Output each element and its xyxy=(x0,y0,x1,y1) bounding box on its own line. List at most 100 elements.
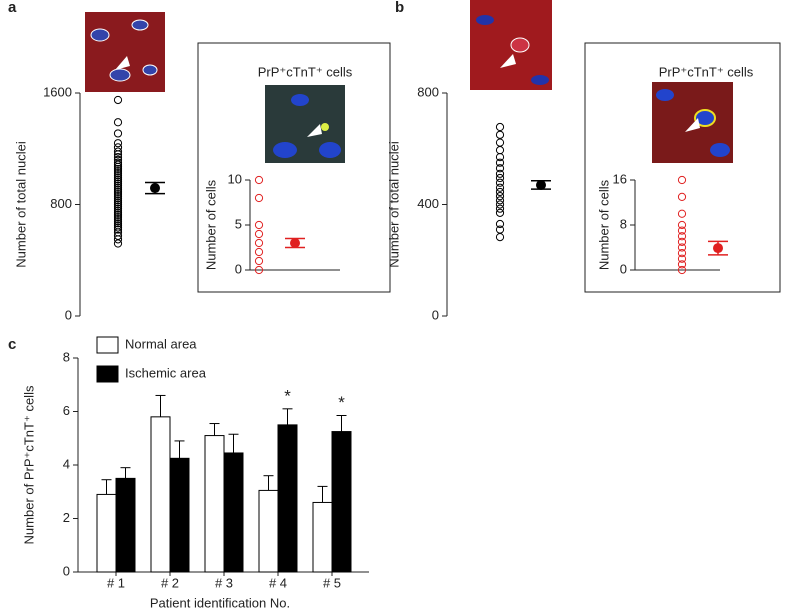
y-tick-label: 0 xyxy=(65,307,72,322)
point xyxy=(113,204,123,213)
point xyxy=(677,226,687,235)
point xyxy=(677,192,687,201)
y-tick-label: 0 xyxy=(432,307,439,322)
point xyxy=(113,198,123,207)
x-tick-label: # 2 xyxy=(161,575,179,590)
point xyxy=(677,249,687,258)
y-tick-label: 16 xyxy=(613,171,627,186)
y-axis-label: Number of total nuclei xyxy=(13,141,28,268)
legend-swatch xyxy=(96,365,119,383)
point xyxy=(113,164,123,174)
point xyxy=(495,187,505,197)
point xyxy=(254,238,264,248)
legend-label: Ischemic area xyxy=(125,365,207,380)
x-tick-label: # 1 xyxy=(107,575,125,590)
y-axis-label: Number of PrP⁺cTnT⁺ cells xyxy=(21,385,36,544)
point xyxy=(113,166,123,176)
point xyxy=(113,206,123,215)
point xyxy=(254,220,264,230)
legend-label: Normal area xyxy=(125,336,197,351)
y-axis-label: Number of total nuclei xyxy=(386,141,401,268)
micrograph xyxy=(470,0,552,90)
point xyxy=(495,153,505,162)
point xyxy=(495,225,505,234)
point xyxy=(254,229,264,239)
point xyxy=(113,147,123,156)
point xyxy=(113,183,123,192)
point xyxy=(113,162,123,171)
point xyxy=(113,175,123,184)
point xyxy=(495,183,505,192)
point xyxy=(113,192,123,201)
micrograph xyxy=(265,85,345,163)
x-tick-label: # 3 xyxy=(215,575,233,590)
point xyxy=(495,173,505,183)
point xyxy=(113,169,123,178)
point xyxy=(113,173,123,182)
point xyxy=(113,185,123,194)
x-tick-label: # 5 xyxy=(323,575,341,590)
point xyxy=(113,235,123,244)
point xyxy=(495,130,505,139)
point xyxy=(495,164,505,173)
bar xyxy=(96,493,117,573)
point xyxy=(677,237,687,246)
point xyxy=(254,193,264,203)
point xyxy=(113,215,123,224)
point xyxy=(113,239,123,248)
point xyxy=(495,208,505,217)
point xyxy=(113,143,123,152)
y-tick-label: 0 xyxy=(620,261,627,276)
point xyxy=(495,233,505,242)
y-tick-label: 6 xyxy=(63,403,70,418)
significance-mark: * xyxy=(284,386,291,405)
y-axis-label: Number of cells xyxy=(596,179,611,270)
point xyxy=(495,192,505,201)
point xyxy=(495,122,505,132)
bar xyxy=(115,477,136,573)
point xyxy=(113,150,123,159)
bar xyxy=(277,424,298,573)
panel-label: a xyxy=(8,0,17,16)
point xyxy=(495,200,505,209)
point xyxy=(254,265,264,275)
inset-title: PrP⁺cTnT⁺ cells xyxy=(659,64,754,79)
point xyxy=(113,129,123,138)
point xyxy=(677,232,687,241)
point xyxy=(113,95,123,105)
point xyxy=(113,212,123,222)
bar xyxy=(169,457,190,573)
micrograph xyxy=(652,82,733,163)
point xyxy=(113,208,123,217)
point xyxy=(495,196,505,205)
point xyxy=(254,175,264,185)
point xyxy=(113,160,123,169)
bar xyxy=(258,489,279,573)
x-tick-label: # 4 xyxy=(269,575,287,590)
point xyxy=(113,139,123,148)
point xyxy=(677,254,687,263)
y-tick-label: 8 xyxy=(63,349,70,364)
point xyxy=(113,210,123,220)
point xyxy=(113,196,123,205)
mean-point xyxy=(713,243,723,254)
inset-frame xyxy=(584,42,781,293)
point xyxy=(254,256,264,266)
y-tick-label: 0 xyxy=(235,261,242,276)
point xyxy=(113,225,123,234)
mean-point xyxy=(536,179,546,190)
point xyxy=(113,223,123,232)
point xyxy=(677,265,687,275)
panel-label: b xyxy=(395,0,404,16)
inset-title: PrP⁺cTnT⁺ cells xyxy=(258,64,353,79)
y-tick-label: 800 xyxy=(50,196,72,211)
point xyxy=(113,158,123,167)
point xyxy=(495,138,505,147)
point xyxy=(495,146,505,155)
point xyxy=(113,217,123,226)
point xyxy=(495,204,505,213)
y-tick-label: 400 xyxy=(417,196,439,211)
point xyxy=(113,202,123,211)
point xyxy=(113,171,123,180)
x-axis-label: Patient identification No. xyxy=(150,595,290,610)
